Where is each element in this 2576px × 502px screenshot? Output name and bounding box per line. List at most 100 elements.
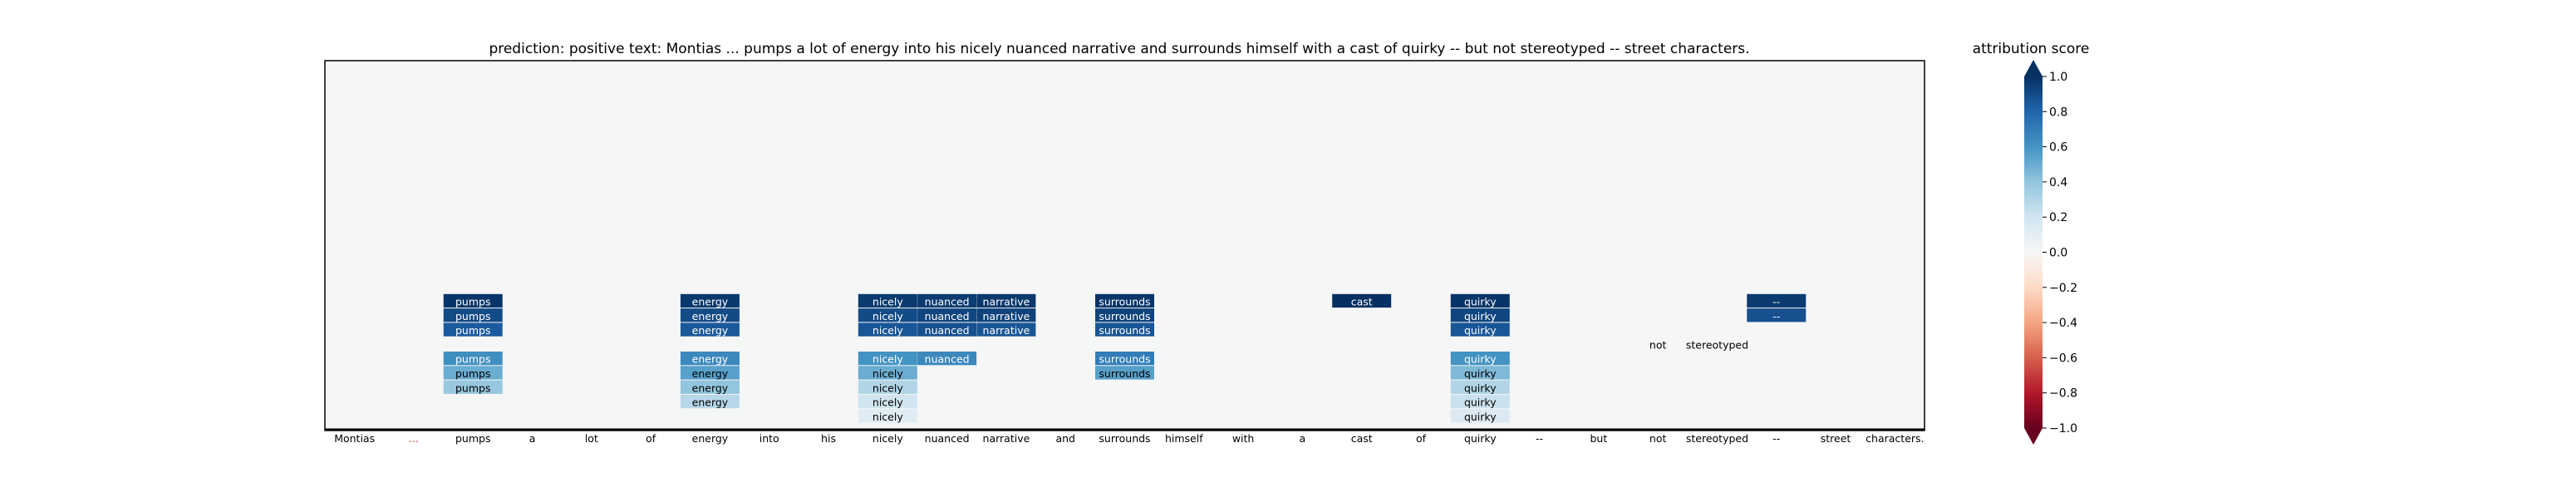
cell-label: pumps	[455, 295, 490, 308]
cell-label: pumps	[455, 324, 490, 337]
heatmap-cell	[1332, 293, 1392, 308]
cell-label: nicely	[873, 396, 903, 409]
colorbar-gradient	[2024, 76, 2043, 428]
heatmap-cell	[1095, 366, 1154, 380]
cell-label: energy	[692, 353, 729, 366]
x-tick-label: but	[1590, 432, 1607, 445]
heatmap-cell	[443, 322, 503, 337]
heatmap-cell	[858, 409, 917, 423]
cell-label: narrative	[983, 295, 1030, 308]
x-tick-label: nuanced	[925, 432, 970, 445]
cell-label: nicely	[873, 367, 903, 380]
heatmap-cell	[1450, 352, 1510, 366]
cell-label: surrounds	[1099, 310, 1150, 322]
x-tick-label: of	[1416, 432, 1427, 445]
heatmap-cell	[858, 394, 917, 409]
heatmap-cell	[917, 293, 977, 308]
x-tick-label: lot	[585, 432, 598, 445]
cell-label: quirky	[1464, 396, 1497, 409]
heatmap-cell	[858, 293, 917, 308]
colorbar-tick-label: −0.6	[2049, 352, 2077, 365]
chart-title: prediction: positive text: Montias ... p…	[489, 41, 1749, 57]
colorbar-extend-max	[2024, 60, 2043, 76]
heatmap-cell	[1747, 308, 1807, 322]
x-tick-label: and	[1055, 432, 1075, 445]
colorbar-tick-label: 0.2	[2049, 211, 2067, 224]
x-tick-label: his	[821, 432, 836, 445]
heatmap-cell	[680, 394, 740, 409]
cell-label: nuanced	[925, 295, 970, 308]
colorbar: −1.0 −0.8 −0.6 −0.4 −0.2 0.0 0.2 0.4 0.6 0.8 1.0	[2024, 60, 2077, 445]
heatmap-cell	[858, 366, 917, 380]
x-tick-label: --	[1536, 432, 1543, 445]
colorbar-tick-label: −1.0	[2049, 422, 2077, 436]
x-tick-label: a	[529, 432, 536, 445]
heatmap-cell	[680, 308, 740, 322]
heatmap-cell	[1450, 293, 1510, 308]
cell-label: surrounds	[1099, 324, 1150, 337]
heatmap-cell	[1095, 293, 1154, 308]
heatmap-cell	[443, 366, 503, 380]
colorbar-tick-label: −0.4	[2049, 317, 2077, 330]
cell-label: not	[1649, 338, 1667, 351]
heatmap-cell	[443, 293, 503, 308]
x-tick-label: surrounds	[1099, 432, 1150, 445]
x-tick-label: nicely	[873, 432, 903, 445]
heatmap-cell	[1450, 322, 1510, 337]
colorbar-tick-label: −0.2	[2049, 282, 2077, 295]
x-tick-label: stereotyped	[1686, 432, 1748, 445]
heatmap-cell	[680, 366, 740, 380]
x-tick-label: Montias	[334, 432, 375, 445]
heatmap-cell	[917, 308, 977, 322]
cell-label: quirky	[1464, 310, 1497, 322]
cell-label: surrounds	[1099, 367, 1150, 380]
heatmap-cell	[1450, 380, 1510, 394]
cell-label: nicely	[873, 324, 903, 337]
cell-label: nuanced	[925, 324, 970, 337]
heatmap-cell	[1450, 366, 1510, 380]
cell-label: cast	[1351, 295, 1373, 308]
cell-label: energy	[692, 310, 729, 322]
cell-label: quirky	[1464, 411, 1497, 423]
heatmap-cell	[1095, 322, 1154, 337]
heatmap-cell	[917, 322, 977, 337]
cell-label: --	[1772, 295, 1780, 308]
x-tick-label: street	[1821, 432, 1851, 445]
cell-label: stereotyped	[1686, 338, 1748, 351]
cell-label: quirky	[1464, 381, 1497, 394]
cell-label: energy	[692, 324, 729, 337]
heatmap-cell	[1747, 293, 1807, 308]
cell-label: energy	[692, 396, 729, 409]
x-tick-label: characters.	[1866, 432, 1924, 445]
heatmap-cell	[1450, 394, 1510, 409]
cell-label: quirky	[1464, 324, 1497, 337]
x-tick-label: pumps	[455, 432, 490, 445]
x-tick-label: himself	[1165, 432, 1203, 445]
heatmap-cell	[443, 380, 503, 394]
heatmap-cell	[858, 308, 917, 322]
x-tick-label: cast	[1351, 432, 1373, 445]
colorbar-tick-label: −0.8	[2049, 387, 2077, 401]
colorbar-tick-label: 0.8	[2049, 106, 2067, 119]
heatmap-cell	[976, 293, 1036, 308]
x-tick-label: with	[1232, 432, 1255, 445]
cell-label: nicely	[873, 411, 903, 423]
heatmap-cell	[1450, 308, 1510, 322]
cell-label: energy	[692, 367, 729, 380]
cell-label: quirky	[1464, 353, 1497, 366]
heatmap-cell	[976, 322, 1036, 337]
cell-label: nuanced	[925, 310, 970, 322]
x-tick-label: quirky	[1464, 432, 1497, 445]
cell-label: pumps	[455, 381, 490, 394]
heatmap-cell	[1095, 308, 1154, 322]
heatmap-cell	[917, 352, 977, 366]
heatmap-cell	[1450, 409, 1510, 423]
cell-label: nicely	[873, 310, 903, 322]
cell-label: quirky	[1464, 367, 1497, 380]
cell-label: surrounds	[1099, 353, 1150, 366]
plot-area: pumpspumpspumpspumpspumpspumpsenergyener…	[324, 60, 1925, 445]
cell-label: surrounds	[1099, 295, 1150, 308]
x-tick-label: a	[1300, 432, 1306, 445]
cell-label: nicely	[873, 381, 903, 394]
cell-label: energy	[692, 381, 729, 394]
